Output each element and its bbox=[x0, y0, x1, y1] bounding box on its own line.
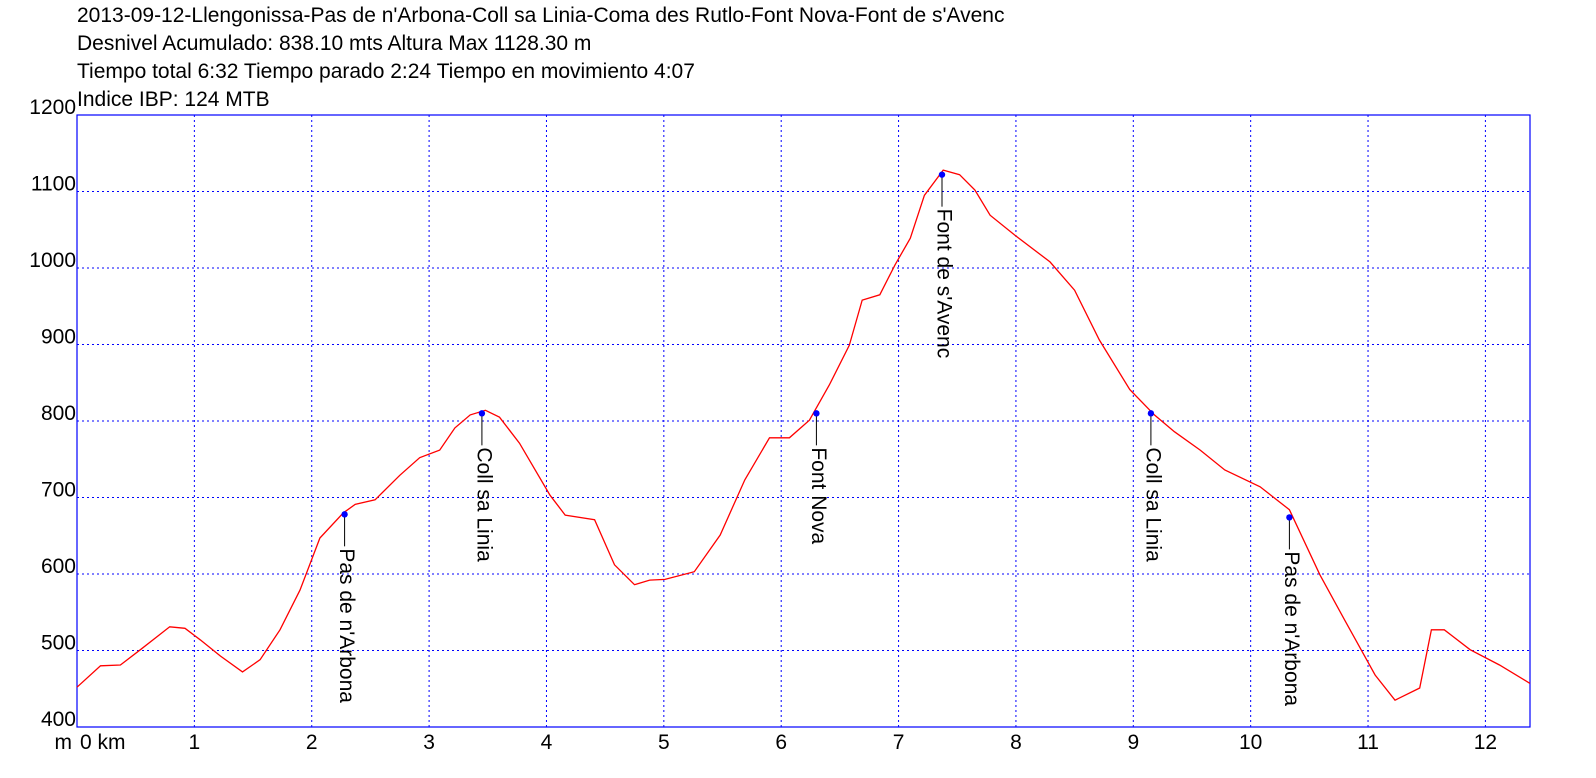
waypoint-dot bbox=[1147, 410, 1155, 417]
title-line: Tiempo total 6:32 Tiempo parado 2:24 Tie… bbox=[77, 60, 695, 83]
x-tick-label: 0 km bbox=[80, 731, 126, 754]
y-tick-label: 800 bbox=[41, 402, 76, 425]
y-tick-label: 600 bbox=[41, 555, 76, 578]
x-tick-label: 3 bbox=[423, 731, 435, 754]
waypoint-label: Pas de n'Arbona bbox=[1280, 551, 1303, 706]
x-tick-label: 1 bbox=[189, 731, 201, 754]
x-tick-label: 10 bbox=[1239, 731, 1262, 754]
waypoint-label: Font Nova bbox=[807, 447, 830, 544]
y-tick-label: 1200 bbox=[29, 96, 76, 119]
title-line: 2013-09-12-Llengonissa-Pas de n'Arbona-C… bbox=[77, 4, 1004, 27]
x-tick-label: 4 bbox=[541, 731, 553, 754]
waypoint-dot bbox=[938, 171, 946, 178]
waypoint-label: Font de s'Avenc bbox=[932, 209, 955, 359]
y-tick-label: 400 bbox=[41, 708, 76, 731]
x-tick-label: 11 bbox=[1357, 731, 1379, 754]
x-tick-label: 9 bbox=[1127, 731, 1139, 754]
waypoint-dot bbox=[1286, 514, 1293, 521]
waypoint-dot bbox=[813, 410, 820, 417]
y-tick-label: 1000 bbox=[29, 249, 76, 272]
x-tick-label: 7 bbox=[893, 731, 905, 754]
x-tick-label: 5 bbox=[658, 731, 670, 754]
y-axis-unit: m bbox=[55, 731, 73, 754]
waypoint-label: Coll sa Linia bbox=[472, 447, 495, 562]
x-tick-label: 6 bbox=[775, 731, 787, 754]
y-tick-label: 1100 bbox=[31, 173, 76, 196]
x-tick-label: 12 bbox=[1474, 731, 1497, 754]
x-tick-label: 2 bbox=[306, 731, 318, 754]
waypoint-dot bbox=[478, 410, 486, 417]
waypoint-label: Pas de n'Arbona bbox=[335, 548, 358, 703]
waypoint-dot bbox=[341, 511, 348, 518]
waypoint-label: Coll sa Linia bbox=[1141, 447, 1164, 562]
title-line: Desnivel Acumulado: 838.10 mts Altura Ma… bbox=[77, 32, 591, 55]
y-tick-label: 900 bbox=[41, 326, 76, 349]
title-line: Indice IBP: 124 MTB bbox=[77, 88, 270, 111]
y-tick-label: 500 bbox=[41, 632, 76, 655]
elevation-line bbox=[76, 169, 1531, 702]
y-tick-label: 700 bbox=[41, 479, 76, 502]
plot-frame bbox=[76, 114, 1531, 728]
x-tick-label: 8 bbox=[1010, 731, 1022, 754]
